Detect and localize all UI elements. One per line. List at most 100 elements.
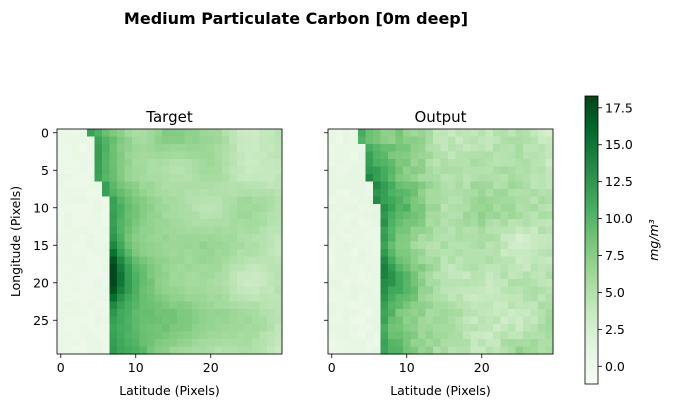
target-heatmap-cell	[124, 151, 133, 160]
output-heatmap-cell	[485, 339, 494, 348]
target-heatmap-cell	[162, 181, 171, 190]
target-heatmap-cell	[237, 286, 246, 295]
output-heatmap-cell	[358, 219, 367, 228]
target-heatmap-cell	[94, 219, 103, 228]
output-heatmap-cell	[463, 151, 472, 160]
output-heatmap-cell	[508, 136, 517, 145]
output-heatmap-cell	[380, 204, 389, 213]
output-heatmap-cell	[380, 226, 389, 235]
target-heatmap-cell	[259, 324, 268, 333]
output-heatmap-cell	[463, 324, 472, 333]
output-heatmap-cell	[388, 346, 397, 355]
target-heatmap-cell	[184, 181, 193, 190]
output-heatmap-cell	[358, 316, 367, 325]
output-heatmap-cell	[515, 331, 524, 340]
output-heatmap-cell	[463, 189, 472, 198]
target-heatmap-cell	[57, 279, 66, 288]
target-heatmap-cell	[124, 294, 133, 303]
target-heatmap-cell	[207, 136, 216, 145]
target-heatmap-cell	[109, 151, 118, 160]
target-heatmap-cell	[124, 196, 133, 205]
target-heatmap-cell	[237, 301, 246, 310]
target-heatmap-cell	[207, 234, 216, 243]
target-heatmap-cell	[64, 256, 73, 265]
output-heatmap-cell	[388, 339, 397, 348]
output-heatmap-cell	[493, 136, 502, 145]
target-heatmap-cell	[184, 204, 193, 213]
output-heatmap-cell	[350, 249, 359, 258]
target-heatmap-cell	[252, 331, 261, 340]
output-heatmap-cell	[418, 211, 427, 220]
target-heatmap-cell	[154, 286, 163, 295]
output-heatmap-cell	[515, 136, 524, 145]
target-heatmap-cell	[169, 144, 178, 153]
output-heatmap-cell	[380, 301, 389, 310]
target-heatmap-cell	[244, 136, 253, 145]
output-heatmap-cell	[433, 196, 442, 205]
output-heatmap-cell	[500, 316, 509, 325]
target-heatmap-cell	[207, 174, 216, 183]
output-heatmap-cell	[380, 174, 389, 183]
output-heatmap-cell	[343, 234, 352, 243]
output-heatmap-cell	[545, 256, 554, 265]
target-heatmap-cell	[117, 264, 126, 273]
target-heatmap-cell	[132, 226, 141, 235]
output-heatmap-cell	[448, 316, 457, 325]
target-heatmap-cell	[222, 294, 231, 303]
target-heatmap-cell	[124, 204, 133, 213]
output-heatmap-cell	[395, 256, 404, 265]
output-heatmap-cell	[493, 271, 502, 280]
output-heatmap-cell	[493, 331, 502, 340]
output-heatmap-cell	[478, 151, 487, 160]
target-heatmap-cell	[274, 316, 283, 325]
target-heatmap-cell	[267, 189, 276, 198]
target-heatmap-cell	[109, 129, 118, 138]
output-heatmap-cell	[485, 346, 494, 355]
target-heatmap-cell	[237, 136, 246, 145]
output-heatmap-cell	[433, 301, 442, 310]
output-heatmap-cell	[358, 309, 367, 318]
output-heatmap-cell	[425, 144, 434, 153]
target-heatmap-cell	[102, 346, 111, 355]
output-heatmap-cell	[478, 136, 487, 145]
target-heatmap-cell	[154, 256, 163, 265]
output-heatmap-cell	[470, 136, 479, 145]
output-heatmap-cell	[478, 219, 487, 228]
output-heatmap-cell	[358, 301, 367, 310]
target-heatmap-cell	[259, 301, 268, 310]
target-heatmap-cell	[147, 189, 156, 198]
output-heatmap-cell	[350, 144, 359, 153]
target-heatmap-cell	[87, 241, 96, 250]
output-heatmap-cell	[343, 166, 352, 175]
target-heatmap-cell	[237, 196, 246, 205]
output-heatmap-cell	[433, 249, 442, 258]
target-heatmap-cell	[79, 226, 88, 235]
target-heatmap-cell	[109, 159, 118, 168]
output-heatmap-cell	[493, 189, 502, 198]
target-heatmap-cell	[177, 324, 186, 333]
output-heatmap-cell	[418, 166, 427, 175]
output-heatmap-cell	[328, 316, 337, 325]
output-heatmap-cell	[328, 346, 337, 355]
target-heatmap-cell	[237, 204, 246, 213]
output-heatmap-cell	[418, 174, 427, 183]
target-heatmap-cell	[79, 189, 88, 198]
output-heatmap-cell	[463, 196, 472, 205]
output-heatmap-cell	[358, 226, 367, 235]
target-heatmap-cell	[79, 279, 88, 288]
x-tick-label: 0	[328, 360, 336, 375]
output-heatmap-cell	[395, 144, 404, 153]
output-heatmap-cell	[418, 256, 427, 265]
output-heatmap-cell	[410, 324, 419, 333]
target-heatmap-cell	[102, 129, 111, 138]
target-heatmap-cell	[139, 151, 148, 160]
output-heatmap-cell	[380, 219, 389, 228]
target-heatmap-cell	[72, 234, 81, 243]
output-heatmap-cell	[538, 144, 547, 153]
output-heatmap-cell	[433, 271, 442, 280]
target-heatmap-cell	[117, 196, 126, 205]
output-heatmap-cell	[403, 339, 412, 348]
output-heatmap-cell	[433, 279, 442, 288]
target-heatmap-cell	[199, 294, 208, 303]
target-heatmap-cell	[57, 241, 66, 250]
